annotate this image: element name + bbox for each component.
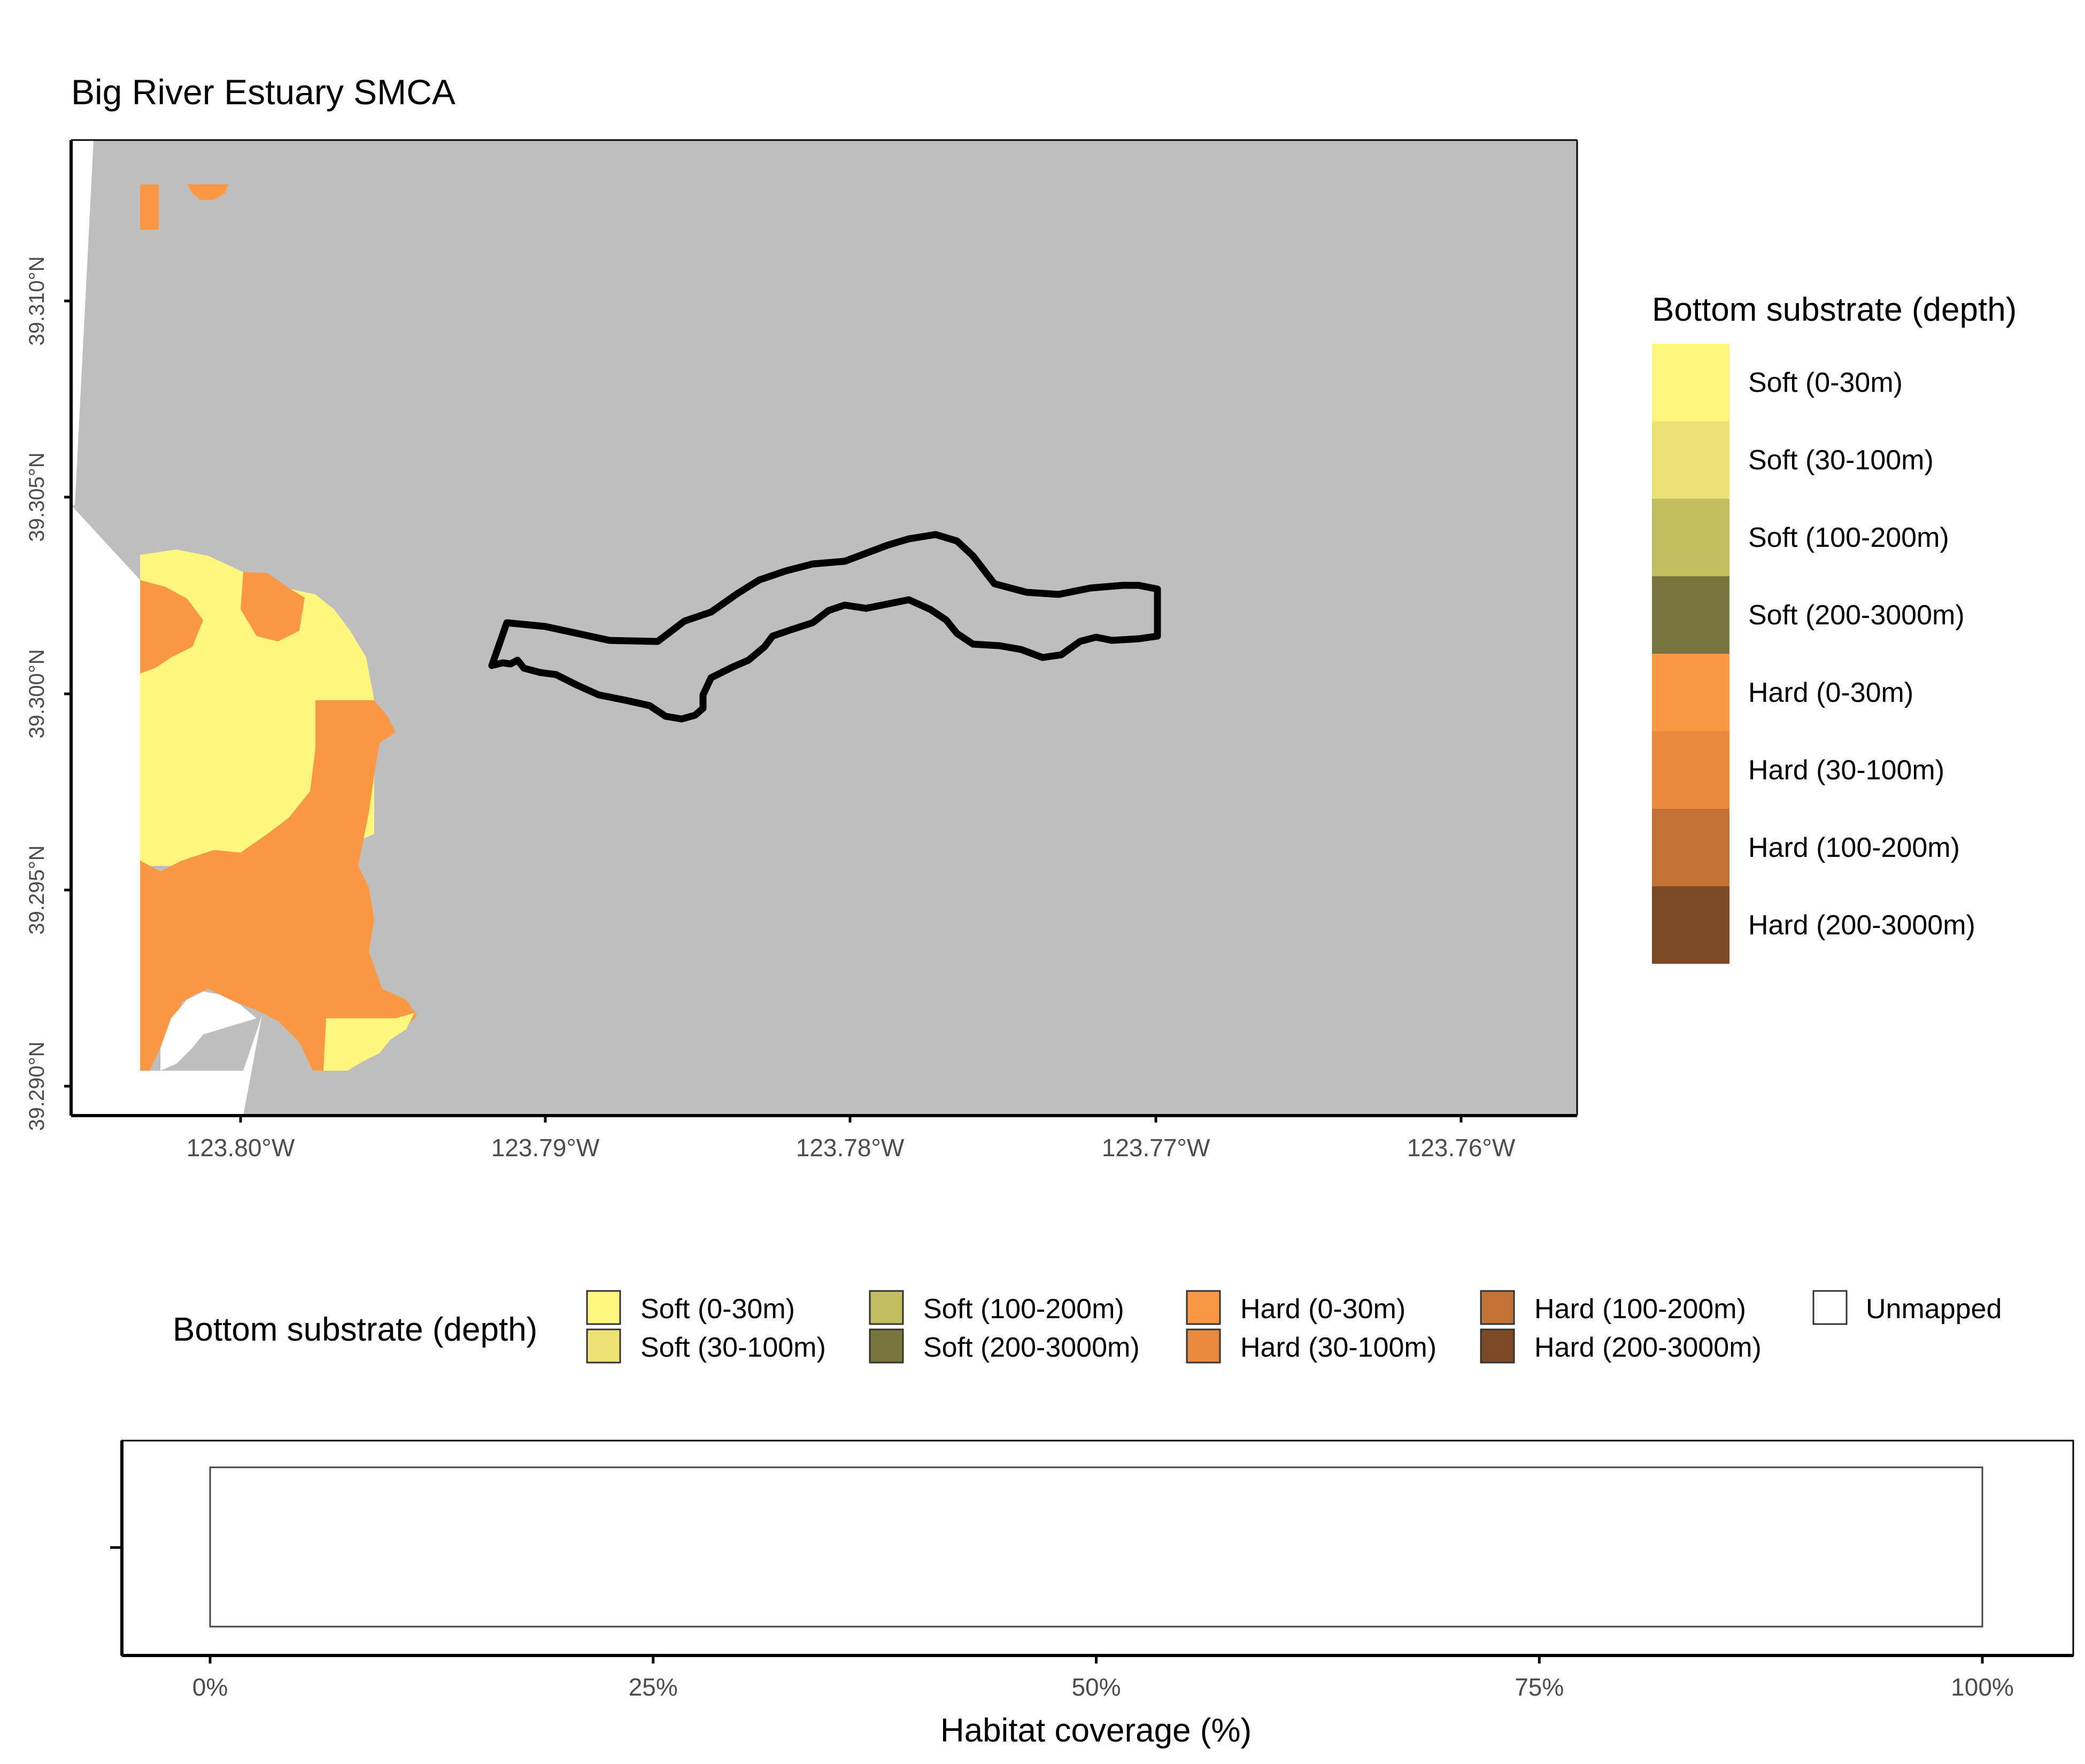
- hard-area-south: [140, 700, 417, 1071]
- legend-swatch: [1652, 654, 1729, 731]
- hard-area-central: [241, 572, 305, 641]
- hard-patch-north: [140, 184, 159, 230]
- legend-bottom: Bottom substrate (depth) Soft (0-30m) So…: [173, 1290, 2002, 1364]
- legend-swatch: [869, 1328, 904, 1364]
- legend-label: Hard (200-3000m): [1748, 910, 1975, 941]
- legend-swatch: [1652, 576, 1729, 654]
- legend-label: Hard (30-100m): [1748, 755, 1944, 786]
- lat-tick-label: 39.295°N: [25, 845, 49, 934]
- legend-label: Soft (30-100m): [1748, 445, 1934, 476]
- page-title: Big River Estuary SMCA: [71, 72, 455, 112]
- legend-swatch: [1186, 1290, 1221, 1325]
- legend-swatch: [1652, 731, 1729, 809]
- legend-right-title: Bottom substrate (depth): [1652, 291, 2017, 328]
- legend-swatch: [586, 1290, 621, 1325]
- legend-label: Soft (200-3000m): [1748, 600, 1965, 631]
- legend-swatch: [1652, 886, 1729, 964]
- land-area-north: [71, 140, 94, 505]
- soft-patch-south: [323, 1013, 414, 1071]
- legend-label: Hard (200-3000m): [1534, 1332, 1762, 1363]
- lat-tick-label: 39.300°N: [25, 649, 49, 738]
- coverage-chart: 0% 25% 50% 75% 100% Habitat coverage (%): [110, 1440, 2074, 1749]
- legend-label: Hard (0-30m): [1240, 1294, 1406, 1325]
- lat-tick-label: 39.290°N: [25, 1041, 49, 1131]
- chart-x-tick-label: 0%: [192, 1673, 228, 1701]
- legend-label: Hard (30-100m): [1240, 1332, 1437, 1363]
- legend-swatch: [869, 1290, 904, 1325]
- legend-label: Soft (0-30m): [640, 1294, 795, 1325]
- bar-layer: [209, 1466, 1983, 1628]
- bar-unmapped: [209, 1466, 1983, 1628]
- legend-label: Hard (100-200m): [1748, 832, 1960, 863]
- legend-swatch: [1480, 1290, 1515, 1325]
- lon-tick-label: 123.80°W: [187, 1134, 295, 1162]
- map-panel: 39.290°N 39.295°N 39.300°N 39.305°N 39.3…: [25, 139, 1578, 1162]
- legend-swatch: [1652, 344, 1729, 421]
- legend-bottom-title: Bottom substrate (depth): [173, 1311, 537, 1348]
- legend-swatch: [1652, 809, 1729, 886]
- chart-x-tick-label: 75%: [1515, 1673, 1564, 1701]
- lat-tick-label: 39.305°N: [25, 452, 49, 541]
- smca-boundary: [488, 531, 1161, 723]
- legend-label: Soft (200-3000m): [923, 1332, 1140, 1363]
- chart-x-tick-label: 100%: [1951, 1673, 2014, 1701]
- hard-patch-north-2: [187, 184, 229, 200]
- lat-ticks: 39.290°N 39.295°N 39.300°N 39.305°N 39.3…: [25, 256, 71, 1131]
- lat-tick-label: 39.310°N: [25, 256, 49, 345]
- legend-swatch: [1812, 1290, 1848, 1325]
- lon-tick-label: 123.79°W: [491, 1134, 600, 1162]
- lon-ticks: 123.80°W 123.79°W 123.78°W 123.77°W 123.…: [187, 1116, 1516, 1162]
- x-axis-title: Habitat coverage (%): [940, 1712, 1252, 1749]
- land-area-south: [71, 505, 262, 1116]
- legend-label: Soft (100-200m): [923, 1294, 1124, 1325]
- substrate-raster: [140, 184, 417, 1071]
- legend-swatch: [1480, 1328, 1515, 1364]
- legend-swatch: [1186, 1328, 1221, 1364]
- lon-tick-label: 123.77°W: [1102, 1134, 1210, 1162]
- legend-label: Soft (100-200m): [1748, 522, 1949, 553]
- legend-right: Bottom substrate (depth) Soft (0-30m) So…: [1652, 291, 2017, 964]
- legend-label: Hard (0-30m): [1748, 677, 1913, 708]
- legend-swatch: [1652, 499, 1729, 576]
- hard-area-west: [140, 580, 203, 674]
- lon-tick-label: 123.76°W: [1407, 1134, 1516, 1162]
- legend-label: Soft (0-30m): [1748, 367, 1903, 398]
- chart-x-ticks: 0% 25% 50% 75% 100%: [192, 1655, 2014, 1701]
- lon-tick-label: 123.78°W: [796, 1134, 905, 1162]
- legend-swatch: [1652, 421, 1729, 499]
- chart-x-tick-label: 25%: [629, 1673, 678, 1701]
- legend-label: Hard (100-200m): [1534, 1294, 1746, 1325]
- legend-swatch: [586, 1328, 621, 1364]
- inlet: [160, 992, 257, 1071]
- chart-x-tick-label: 50%: [1071, 1673, 1121, 1701]
- legend-label: Unmapped: [1866, 1294, 2002, 1325]
- legend-label: Soft (30-100m): [640, 1332, 826, 1363]
